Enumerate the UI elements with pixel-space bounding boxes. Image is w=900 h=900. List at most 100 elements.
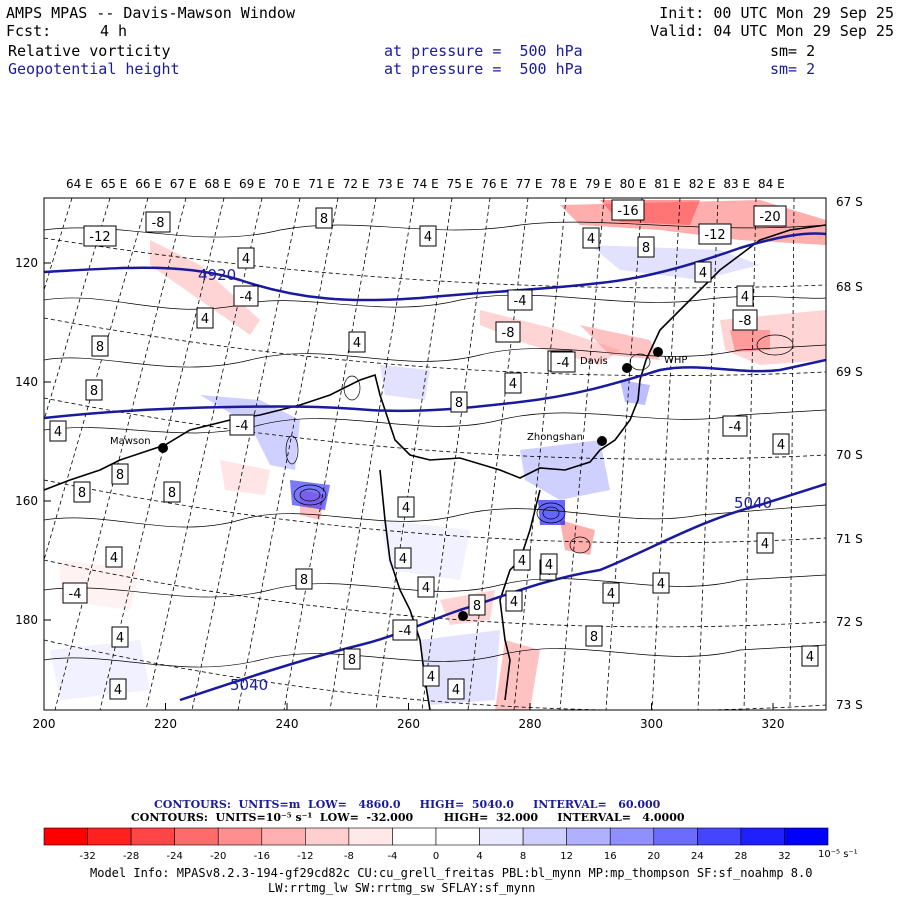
colorbar-swatch [653,827,698,846]
vorticity-label: 8 [585,625,603,647]
vorticity-label: 8 [637,236,655,258]
colorbar-swatch [261,827,306,846]
colorbar-swatch [43,827,88,846]
station-label-mawson: Mawson [110,436,151,447]
colorbar-swatch [609,827,655,846]
vorticity-label: -4 [392,619,418,641]
vorticity-label: -12 [83,225,117,247]
station-davis-marker [622,363,632,373]
vorticity-label-text: 4 [518,554,526,569]
lon-label: 68 E [204,177,231,191]
x-tick-label: 320 [762,717,785,731]
vort-patch [580,325,660,360]
axis-ticks [43,262,774,710]
field1-level: at pressure = 500 hPa [384,42,583,60]
vorticity-label-text: 8 [90,384,98,399]
field2-level: at pressure = 500 hPa [384,60,583,78]
colorbar-swatch [522,827,567,846]
lat-label: 68 S [836,280,863,294]
height-label-5040-west: 5040 [230,676,268,694]
station-label-davis: Davis [580,356,608,367]
vorticity-label-box [505,590,523,612]
vorticity-label: 4 [772,433,790,455]
map-frame [43,197,827,711]
colorbar-tick-label: -4 [387,851,397,862]
vorticity-label: 8 [111,463,129,485]
vorticity-label-box [85,379,103,401]
lat-label: 71 S [836,532,863,546]
station-mawson-marker [158,443,168,453]
vorticity-label: 4 [756,532,774,554]
vort-patch [380,365,430,400]
vorticity-label-text: -4 [399,624,412,639]
colorbar: -32 -28 -24 -20 -16 -12 -8 -4 0 4 8 12 16 20 24 28 32 10⁻… [43,827,858,862]
vorticity-label-box [417,576,435,598]
vorticity-label-box [91,335,109,357]
colorbar-swatch [392,827,437,846]
vorticity-label-box [145,211,171,233]
vorticity-contour-info: CONTOURS: UNITS=10⁻⁵ s⁻¹ LOW= -32.000 HI… [131,811,685,824]
colorbar-swatch [740,827,785,846]
vorticity-label: -12 [698,223,732,245]
vorticity-label-box [602,582,620,604]
x-tick-label: 300 [640,717,663,731]
vorticity-label-text: 8 [348,653,356,668]
vorticity-label: 4 [694,261,712,283]
vorticity-label-text: 4 [427,670,435,685]
height-contour-5040-south [179,482,826,702]
vorticity-label-text: 4 [545,558,553,573]
vorticity-label-text: 8 [320,212,328,227]
colorbar-swatch [217,827,263,846]
colorbar-tick-label: -8 [344,851,354,862]
vorticity-label-box [652,572,670,594]
vorticity-label-box [540,553,558,575]
field1-name: Relative vorticity [8,42,171,60]
lon-label: 83 E [723,177,750,191]
vorticity-label: 4 [513,549,531,571]
station-label-whp: WHP [664,355,687,366]
vorticity-label-box [495,321,521,343]
vorticity-label-text: 8 [96,340,104,355]
vorticity-label-box [504,372,522,394]
vort-patch [730,330,770,352]
vorticity-label-box [611,199,645,221]
vorticity-label-box [83,225,117,247]
vort-patch [290,480,330,510]
station-markers [158,347,663,621]
valid-time: Valid: 04 UTC Mon 29 Sep 25 [650,22,894,40]
vorticity-label: 4 [582,227,600,249]
colorbar-swatch [174,827,219,846]
vorticity-label: 4 [417,576,435,598]
vorticity-label-box [507,289,533,311]
vorticity-label-box [585,625,603,647]
vorticity-label-text: 4 [509,377,517,392]
vorticity-label: -4 [229,414,255,436]
vorticity-label: 4 [652,572,670,594]
vort-patch [200,395,300,470]
colorbar-tick-label: 12 [560,851,573,862]
station-whp-marker [653,347,663,357]
colorbar-tick-label: 24 [691,851,704,862]
vorticity-label: 4 [419,225,437,247]
vorticity-label-box [315,207,333,229]
vorticity-label-text: -4 [240,290,253,305]
lon-label: 82 E [689,177,716,191]
lat-label: 70 S [836,448,863,462]
vorticity-label: 4 [394,547,412,569]
vorticity-label-box [233,285,259,307]
lat-label: 69 S [836,365,863,379]
x-tick-label: 220 [154,717,177,731]
lon-label: 64 E [66,177,93,191]
vorticity-label-text: 4 [777,438,785,453]
vorticity-label-text: -4 [514,294,527,309]
vorticity-label-box [698,223,732,245]
longitude-labels: 64 E 65 E 66 E 67 E 68 E 69 E 70 E 71 E 72 E 73 E… [66,177,785,191]
colorbar-units: 10⁻⁵ s⁻¹ [818,849,858,860]
colorbar-tick-label: -12 [297,851,313,862]
x-tick-label: 260 [397,717,420,731]
vorticity-label-box [62,582,88,604]
vorticity-label-box [196,307,214,329]
vorticity-label-text: 8 [78,486,86,501]
